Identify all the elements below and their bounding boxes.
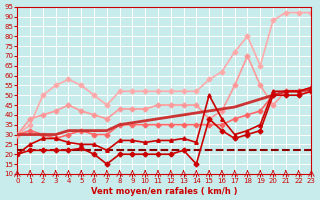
X-axis label: Vent moyen/en rafales ( km/h ): Vent moyen/en rafales ( km/h )	[91, 187, 238, 196]
